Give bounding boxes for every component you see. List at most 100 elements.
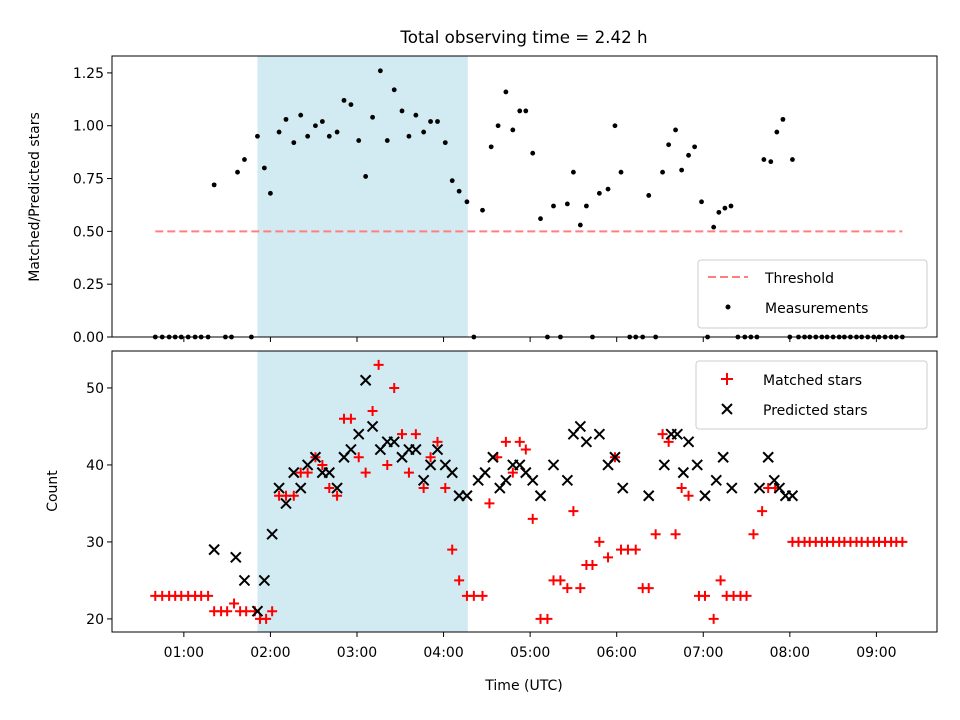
bottom-y-axis-label: Count [45, 470, 61, 512]
measurement-point [768, 159, 774, 165]
bottom-y-tick-label: 40 [86, 458, 104, 474]
matched-star-point [603, 552, 614, 563]
predicted-star-point [494, 482, 506, 494]
predicted-star-point [238, 574, 251, 587]
legend-bottom: Matched stars Predicted stars [695, 360, 928, 430]
matched-star-point [288, 490, 299, 501]
measurement-point [268, 190, 273, 196]
predicted-star-point [671, 428, 684, 440]
matched-star-point [650, 529, 661, 540]
measurement-point [363, 174, 369, 179]
measurement-point [495, 123, 501, 129]
matched-star-point [699, 590, 710, 601]
predicted-star-point [753, 482, 766, 494]
predicted-star-point [643, 490, 655, 502]
matched-star-point [542, 613, 553, 624]
measurement-point [660, 169, 665, 175]
measurement-point [577, 222, 583, 228]
measurement-point [666, 142, 672, 148]
predicted-star-point [359, 374, 372, 386]
measurement-point [326, 133, 332, 139]
measurement-point [571, 169, 576, 175]
top-y-tick-label: 0.50 [73, 224, 104, 240]
predicted-star-point [273, 482, 285, 494]
measurement-point [242, 157, 247, 162]
matched-star-point [708, 613, 719, 624]
predicted-star-point [547, 459, 560, 471]
matched-star-point [403, 467, 414, 478]
matched-star-point [741, 590, 752, 601]
measurement-point [510, 127, 516, 133]
measurement-point [711, 224, 717, 230]
matched-star-point [715, 575, 726, 586]
predicted-star-point [388, 436, 400, 448]
predicted-star-point [266, 528, 278, 540]
measurement-point [692, 144, 698, 150]
matched-star-point [670, 529, 681, 540]
measurement-point [523, 108, 529, 114]
measurement-point [774, 129, 780, 135]
matched-star-point [562, 583, 573, 594]
matched-star-point [507, 467, 518, 478]
matched-star-point [575, 583, 586, 594]
predicted-star-point [691, 459, 703, 471]
matched-star-point [382, 459, 393, 470]
matched-star-point [447, 544, 458, 555]
predicted-star-point [762, 451, 774, 463]
top-y-ticks: 0.00 0.25 0.50 0.75 1.00 1.25 [73, 66, 112, 346]
matched-star-point [594, 536, 605, 547]
predicted-star-point [295, 482, 307, 494]
x-axis-label: Time (UTC) [484, 678, 562, 694]
measurement-point [503, 89, 509, 95]
measurement-point [399, 108, 405, 114]
predicted-star-point [773, 482, 786, 494]
predicted-star-point [331, 482, 343, 494]
matched-star-point [317, 459, 328, 470]
matched-star-point [514, 436, 525, 447]
predicted-star-point [786, 490, 799, 502]
x-tick-label: 01:00 [164, 645, 204, 661]
top-y-tick-label: 1.25 [73, 66, 104, 82]
matched-star-point [468, 590, 479, 601]
measurement-point [551, 203, 556, 209]
matched-star-point [302, 467, 313, 478]
predicted-star-point [500, 474, 512, 487]
measurement-point [699, 199, 704, 205]
predicted-star-point [309, 451, 322, 463]
x-tick-label: 04:00 [423, 645, 463, 661]
matched-star-point [353, 452, 364, 463]
matched-star-point [683, 490, 694, 501]
matched-star-point [203, 590, 214, 601]
predicted-star-point [479, 466, 491, 479]
matched-star-point [568, 506, 579, 517]
top-y-axis-label: Matched/Predicted stars [27, 112, 43, 282]
measurement-point [211, 182, 217, 188]
matched-star-point [345, 413, 356, 424]
predicted-star-point [561, 474, 574, 487]
predicted-star-point [677, 466, 690, 479]
measurement-point [283, 116, 289, 122]
measurement-point [377, 68, 383, 74]
top-axes-frame [111, 55, 938, 338]
predicted-star-point [726, 482, 738, 494]
matched-star-point [425, 452, 436, 463]
matched-star-point [418, 483, 429, 494]
predicted-star-point [288, 466, 300, 479]
legend-measurements-label: Measurements [765, 301, 868, 317]
matched-star-point [432, 436, 443, 447]
matched-star-point [484, 498, 495, 509]
measurement-point [391, 87, 397, 93]
measurement-point [618, 169, 624, 175]
top-y-tick-label: 1.00 [73, 119, 104, 135]
matched-star-point [222, 606, 233, 617]
measurement-point [517, 108, 523, 114]
predicted-star-point [280, 497, 292, 510]
matched-star-point [440, 483, 451, 494]
predicted-star-point [574, 420, 587, 433]
matched-star-point [267, 606, 278, 617]
matched-star-point [657, 429, 668, 440]
measurement-point [235, 169, 240, 175]
x-tick-label: 09:00 [856, 645, 896, 661]
legend-matched-swatch [721, 373, 733, 385]
